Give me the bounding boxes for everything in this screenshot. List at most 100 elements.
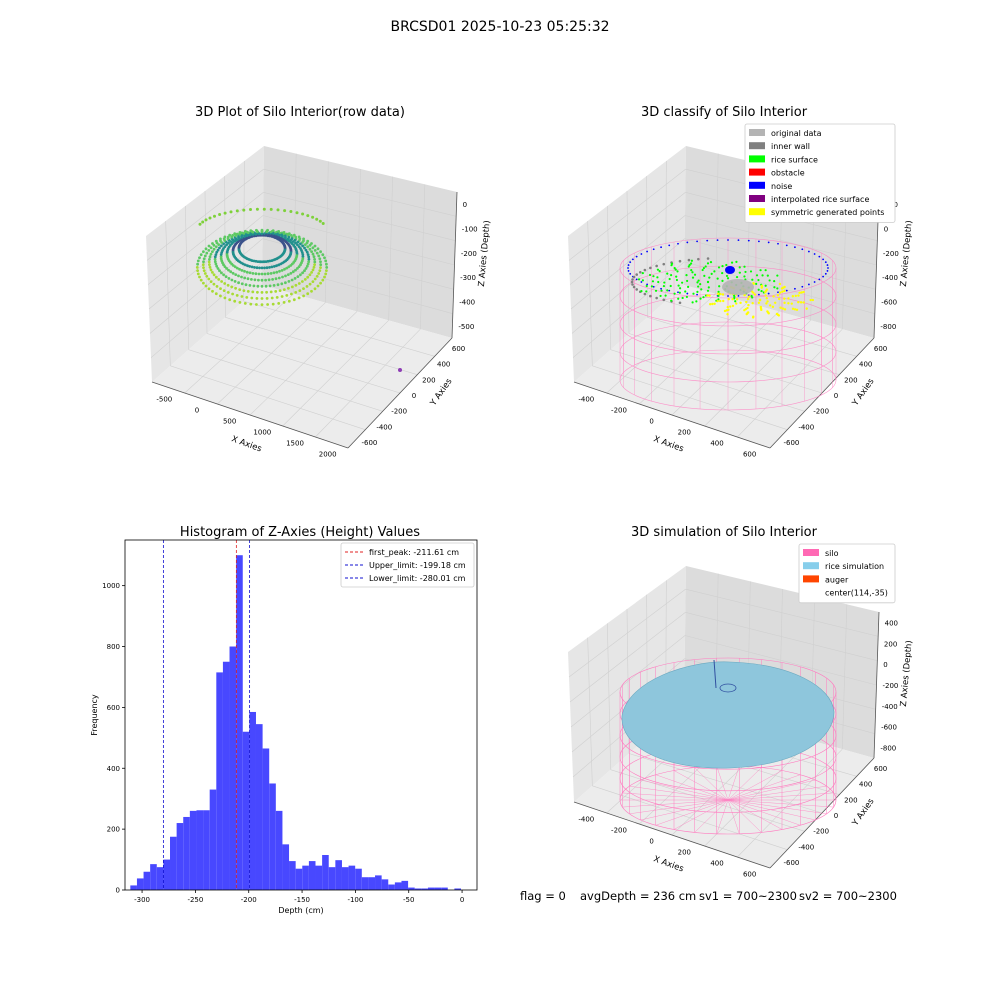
point-cloud-dot <box>277 302 281 305</box>
rice-surface-point <box>703 274 706 277</box>
point-cloud-dot <box>242 289 246 292</box>
point-cloud-dot <box>287 286 290 290</box>
noise-point <box>627 267 629 269</box>
point-cloud-dot <box>319 281 322 285</box>
noise-point <box>631 258 634 261</box>
z-tick-label: -800 <box>880 745 896 753</box>
y-tick-label: 200 <box>844 376 857 384</box>
legend-swatch <box>749 142 765 150</box>
point-cloud-dot <box>323 275 326 279</box>
point-cloud-dot <box>212 282 216 286</box>
symmetric-point <box>781 290 784 293</box>
noise-point <box>747 239 750 242</box>
point-cloud-dot <box>213 257 217 261</box>
point-cloud-dot <box>251 290 255 294</box>
noise-point <box>808 250 810 253</box>
rice-surface-point <box>691 271 694 274</box>
rice-surface-point <box>702 296 705 299</box>
point-cloud-dot <box>243 276 247 280</box>
x-tick-label: 1000 <box>253 429 271 437</box>
point-cloud-dot <box>315 251 319 255</box>
rice-surface-point <box>686 285 690 288</box>
point-cloud-dot <box>280 295 284 298</box>
rice-surface-point <box>666 272 669 275</box>
histogram-bar <box>183 816 190 890</box>
point-cloud-dot <box>307 255 311 259</box>
noise-point <box>826 264 829 266</box>
rice-surface-point <box>697 285 700 288</box>
x-tick-label: 400 <box>710 860 723 868</box>
point-cloud-dot <box>219 255 223 258</box>
point-cloud-dot <box>223 282 227 285</box>
symmetric-point <box>731 304 735 308</box>
y-tick-label: 800 <box>107 643 120 651</box>
point-cloud-dot <box>202 260 205 264</box>
symmetric-point <box>787 297 790 300</box>
histogram-bar <box>355 868 362 890</box>
inner-wall-point <box>649 294 652 298</box>
point-cloud-dot <box>313 258 316 261</box>
inner-wall-point <box>630 280 634 284</box>
legend-box <box>798 543 896 604</box>
rice-surface-point <box>666 289 669 292</box>
symmetric-point <box>797 294 800 297</box>
point-cloud-dot <box>312 255 316 259</box>
silo-floor-spoke <box>629 785 729 801</box>
point-cloud-dot <box>212 273 216 277</box>
point-cloud-dot <box>274 277 278 281</box>
point-cloud-dot <box>319 250 322 254</box>
rice-surface-point <box>725 263 728 267</box>
point-cloud-dot <box>284 274 287 278</box>
point-cloud-dot <box>235 209 239 213</box>
point-cloud-dot <box>245 270 249 274</box>
noise-point <box>785 244 788 247</box>
rice-surface-point <box>660 289 663 292</box>
panel-raw-data: 3D Plot of Silo Interior(row data) -500 0… <box>146 105 493 459</box>
rice-surface-point <box>699 297 702 300</box>
point-cloud-dot <box>251 272 255 275</box>
point-cloud-dot <box>233 299 237 303</box>
symmetric-point <box>746 311 750 314</box>
point-cloud-dot <box>214 239 218 243</box>
noise-point <box>696 293 698 296</box>
silo-floor-spoke <box>727 799 801 826</box>
point-cloud-dot <box>289 238 293 242</box>
point-cloud-dot <box>204 247 208 251</box>
rice-surface-point <box>673 266 676 270</box>
symmetric-point <box>713 302 716 305</box>
rice-surface-point <box>657 280 660 284</box>
point-cloud-dot <box>255 266 259 270</box>
point-cloud-dot <box>215 250 219 254</box>
rice-surface-point <box>764 269 767 272</box>
grid-line <box>568 588 686 678</box>
legend-label: interpolated rice surface <box>771 195 869 204</box>
histogram-bar <box>375 875 382 890</box>
rice-surface-point <box>751 278 754 281</box>
pane-left <box>568 566 686 802</box>
point-cloud-dot <box>263 272 267 276</box>
point-cloud-dot <box>306 245 310 249</box>
rice-surface-point <box>662 284 666 288</box>
point-cloud-dot <box>294 241 297 245</box>
y-tick-label: 400 <box>859 781 872 789</box>
legend-label: symmetric generated points <box>771 208 884 217</box>
noise-cluster <box>725 266 735 274</box>
histogram-bar <box>328 867 336 890</box>
histogram-bar <box>335 860 342 890</box>
rice-surface-point <box>637 278 641 281</box>
point-cloud-dot <box>277 276 281 280</box>
legend-label: noise <box>771 182 792 191</box>
x-tick-label: -200 <box>241 896 257 904</box>
y-tick-label: 400 <box>437 361 450 369</box>
point-cloud-dot <box>196 272 200 276</box>
point-cloud-dot <box>308 273 312 277</box>
rice-surface-point <box>751 296 754 299</box>
inner-wall-point <box>655 296 658 300</box>
symmetric-point <box>727 308 730 311</box>
noise-point <box>737 294 740 297</box>
rice-surface-point <box>713 270 716 273</box>
point-cloud-dot <box>257 272 261 276</box>
histogram-bar <box>441 887 448 890</box>
x-tick-label: -300 <box>134 896 150 904</box>
noise-point <box>627 270 630 272</box>
